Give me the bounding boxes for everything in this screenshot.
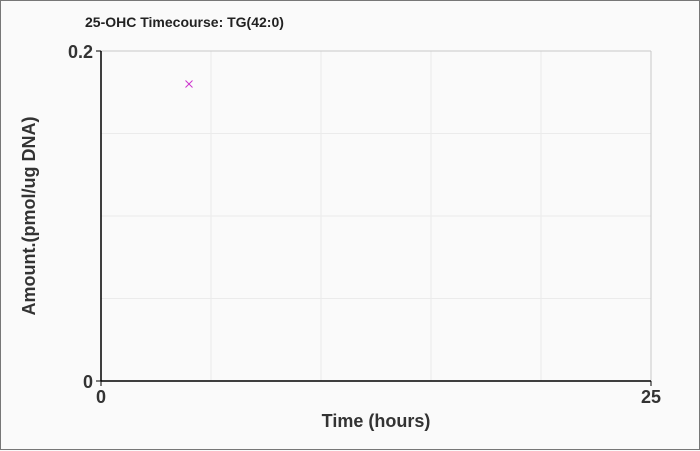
x-axis-label: Time (hours) (322, 411, 431, 431)
chart-title: 25-OHC Timecourse: TG(42:0) (85, 14, 284, 30)
y-axis-label: Amount.(pmol/ug DNA) (19, 117, 39, 316)
points (185, 80, 193, 88)
point-marker-stroke (185, 80, 193, 88)
x-tick-label: 25 (641, 387, 661, 407)
y-tick-label: 0.2 (68, 42, 93, 62)
y-tick-label: 0 (83, 372, 93, 392)
data-point (185, 80, 193, 88)
grid (101, 51, 651, 381)
x-tick-label: 0 (96, 387, 106, 407)
